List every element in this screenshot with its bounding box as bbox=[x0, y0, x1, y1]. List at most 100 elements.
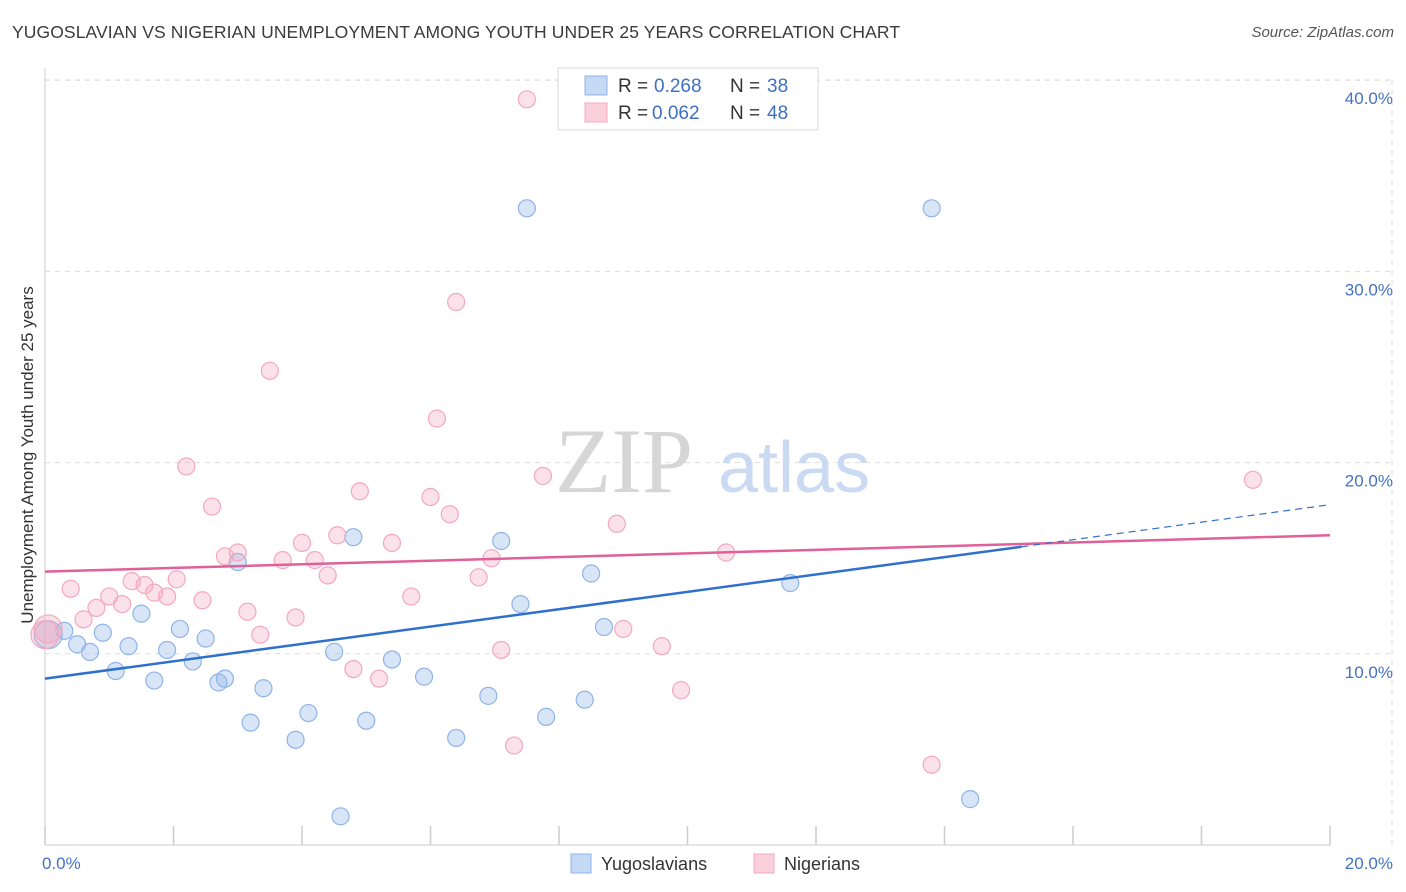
point-nigerians-47 bbox=[30, 620, 60, 650]
series-yugoslavians-points bbox=[33, 199, 980, 826]
point-yugoslavians-25 bbox=[414, 667, 434, 686]
point-yugoslavians-19 bbox=[299, 703, 318, 723]
legend-n-value-nigerians: 48 bbox=[767, 103, 788, 124]
point-nigerians-46 bbox=[1243, 470, 1263, 489]
point-nigerians-11 bbox=[177, 457, 196, 476]
point-nigerians-26 bbox=[350, 482, 369, 501]
legend-swatch-nigerians bbox=[584, 102, 608, 123]
watermark-zip: ZIP bbox=[555, 410, 693, 512]
y-tick-label-10: 10.0% bbox=[1345, 663, 1393, 682]
point-nigerians-32 bbox=[440, 505, 459, 524]
point-nigerians-0 bbox=[33, 614, 63, 644]
point-yugoslavians-7 bbox=[132, 604, 151, 623]
legend-r-value-nigerians: 0.062 bbox=[652, 103, 700, 124]
point-nigerians-23 bbox=[318, 566, 337, 585]
point-yugoslavians-22 bbox=[344, 528, 363, 547]
trend-lines bbox=[44, 504, 1331, 680]
point-yugoslavians-24 bbox=[382, 650, 402, 669]
point-nigerians-39 bbox=[533, 466, 553, 486]
point-nigerians-24 bbox=[328, 526, 347, 545]
point-yugoslavians-23 bbox=[357, 711, 376, 730]
point-nigerians-18 bbox=[260, 361, 279, 380]
legend-n-label-nigerians: N = bbox=[730, 103, 760, 124]
series-legend-swatch-yugoslavians bbox=[570, 853, 592, 874]
point-yugoslavians-16 bbox=[241, 713, 260, 732]
y-axis-label: Unemployment Among Youth under 25 years bbox=[18, 286, 37, 623]
legend-n-value-yugoslavians: 38 bbox=[767, 76, 788, 97]
point-nigerians-36 bbox=[492, 640, 511, 660]
point-yugoslavians-34 bbox=[594, 617, 614, 637]
series-legend-label-yugoslavians: Yugoslavians bbox=[601, 854, 707, 874]
point-nigerians-10 bbox=[167, 570, 186, 589]
y-tick-label-30: 30.0% bbox=[1345, 280, 1393, 299]
trend-line-nigerians bbox=[44, 534, 1331, 573]
point-nigerians-17 bbox=[251, 625, 270, 644]
point-yugoslavians-32 bbox=[575, 690, 594, 709]
point-yugoslavians-33 bbox=[582, 564, 601, 583]
point-nigerians-25 bbox=[344, 659, 363, 679]
point-nigerians-21 bbox=[292, 533, 312, 553]
point-nigerians-42 bbox=[652, 637, 671, 656]
point-nigerians-40 bbox=[607, 514, 626, 533]
point-yugoslavians-18 bbox=[286, 730, 305, 749]
point-nigerians-43 bbox=[671, 681, 691, 700]
chart-title: YUGOSLAVIAN VS NIGERIAN UNEMPLOYMENT AMO… bbox=[12, 22, 901, 42]
point-yugoslavians-8 bbox=[145, 671, 164, 690]
point-nigerians-1 bbox=[61, 579, 80, 598]
point-nigerians-12 bbox=[193, 591, 212, 610]
point-nigerians-45 bbox=[922, 755, 941, 774]
legend-n-label-yugoslavians: N = bbox=[730, 76, 760, 97]
point-nigerians-41 bbox=[614, 619, 633, 639]
point-nigerians-13 bbox=[202, 497, 222, 516]
point-yugoslavians-29 bbox=[511, 594, 530, 614]
point-yugoslavians-20 bbox=[325, 642, 344, 661]
point-yugoslavians-37 bbox=[961, 790, 980, 809]
legend-r-label-yugoslavians: R = bbox=[618, 76, 648, 97]
source-label: Source: ZipAtlas.com bbox=[1251, 24, 1394, 41]
watermark-atlas: atlas bbox=[718, 428, 870, 508]
point-nigerians-33 bbox=[447, 292, 466, 312]
point-nigerians-38 bbox=[517, 90, 536, 109]
point-yugoslavians-27 bbox=[479, 686, 498, 705]
legend-r-label-nigerians: R = bbox=[618, 103, 648, 124]
point-nigerians-28 bbox=[382, 533, 402, 553]
point-nigerians-20 bbox=[286, 608, 305, 627]
point-yugoslavians-17 bbox=[254, 679, 273, 698]
point-yugoslavians-14 bbox=[215, 669, 234, 688]
point-yugoslavians-30 bbox=[517, 199, 536, 218]
point-yugoslavians-3 bbox=[80, 642, 100, 661]
axes bbox=[44, 68, 1331, 846]
point-yugoslavians-4 bbox=[93, 623, 112, 642]
point-nigerians-31 bbox=[427, 409, 447, 428]
point-yugoslavians-9 bbox=[157, 640, 177, 660]
point-yugoslavians-36 bbox=[922, 199, 941, 218]
x-tick-label-20: 20.0% bbox=[1345, 854, 1393, 873]
series-legend-label-nigerians: Nigerians bbox=[784, 854, 860, 874]
trend-line-yugoslavians-extension bbox=[1021, 504, 1331, 548]
point-nigerians-34 bbox=[469, 568, 488, 587]
x-tick-label-0: 0.0% bbox=[42, 854, 81, 873]
point-yugoslavians-28 bbox=[492, 531, 511, 551]
point-nigerians-3 bbox=[87, 598, 106, 618]
point-nigerians-2 bbox=[74, 610, 93, 629]
point-yugoslavians-12 bbox=[196, 629, 215, 648]
legend-swatch-yugoslavians bbox=[584, 75, 608, 96]
series-legend-swatch-nigerians bbox=[753, 853, 775, 874]
point-yugoslavians-10 bbox=[170, 619, 190, 639]
tick-labels: 10.0% 20.0% 30.0% 40.0% 0.0% 20.0% bbox=[42, 89, 1393, 873]
stats-legend: R = 0.268 N = 38 R = 0.062 N = 48 bbox=[557, 67, 819, 131]
point-yugoslavians-21 bbox=[331, 807, 350, 826]
point-yugoslavians-11 bbox=[183, 652, 202, 671]
point-yugoslavians-31 bbox=[537, 707, 556, 726]
trend-line-yugoslavians bbox=[44, 545, 1022, 680]
point-nigerians-5 bbox=[112, 594, 132, 614]
grid-lines bbox=[45, 79, 1393, 845]
point-nigerians-15 bbox=[228, 543, 247, 562]
y-tick-label-20: 20.0% bbox=[1345, 472, 1393, 491]
point-nigerians-7 bbox=[135, 575, 154, 595]
legend-r-value-yugoslavians: 0.268 bbox=[654, 76, 702, 97]
point-yugoslavians-6 bbox=[119, 637, 138, 656]
series-legend: Yugoslavians Nigerians bbox=[570, 853, 860, 874]
point-yugoslavians-26 bbox=[447, 728, 466, 748]
point-nigerians-22 bbox=[305, 551, 324, 570]
